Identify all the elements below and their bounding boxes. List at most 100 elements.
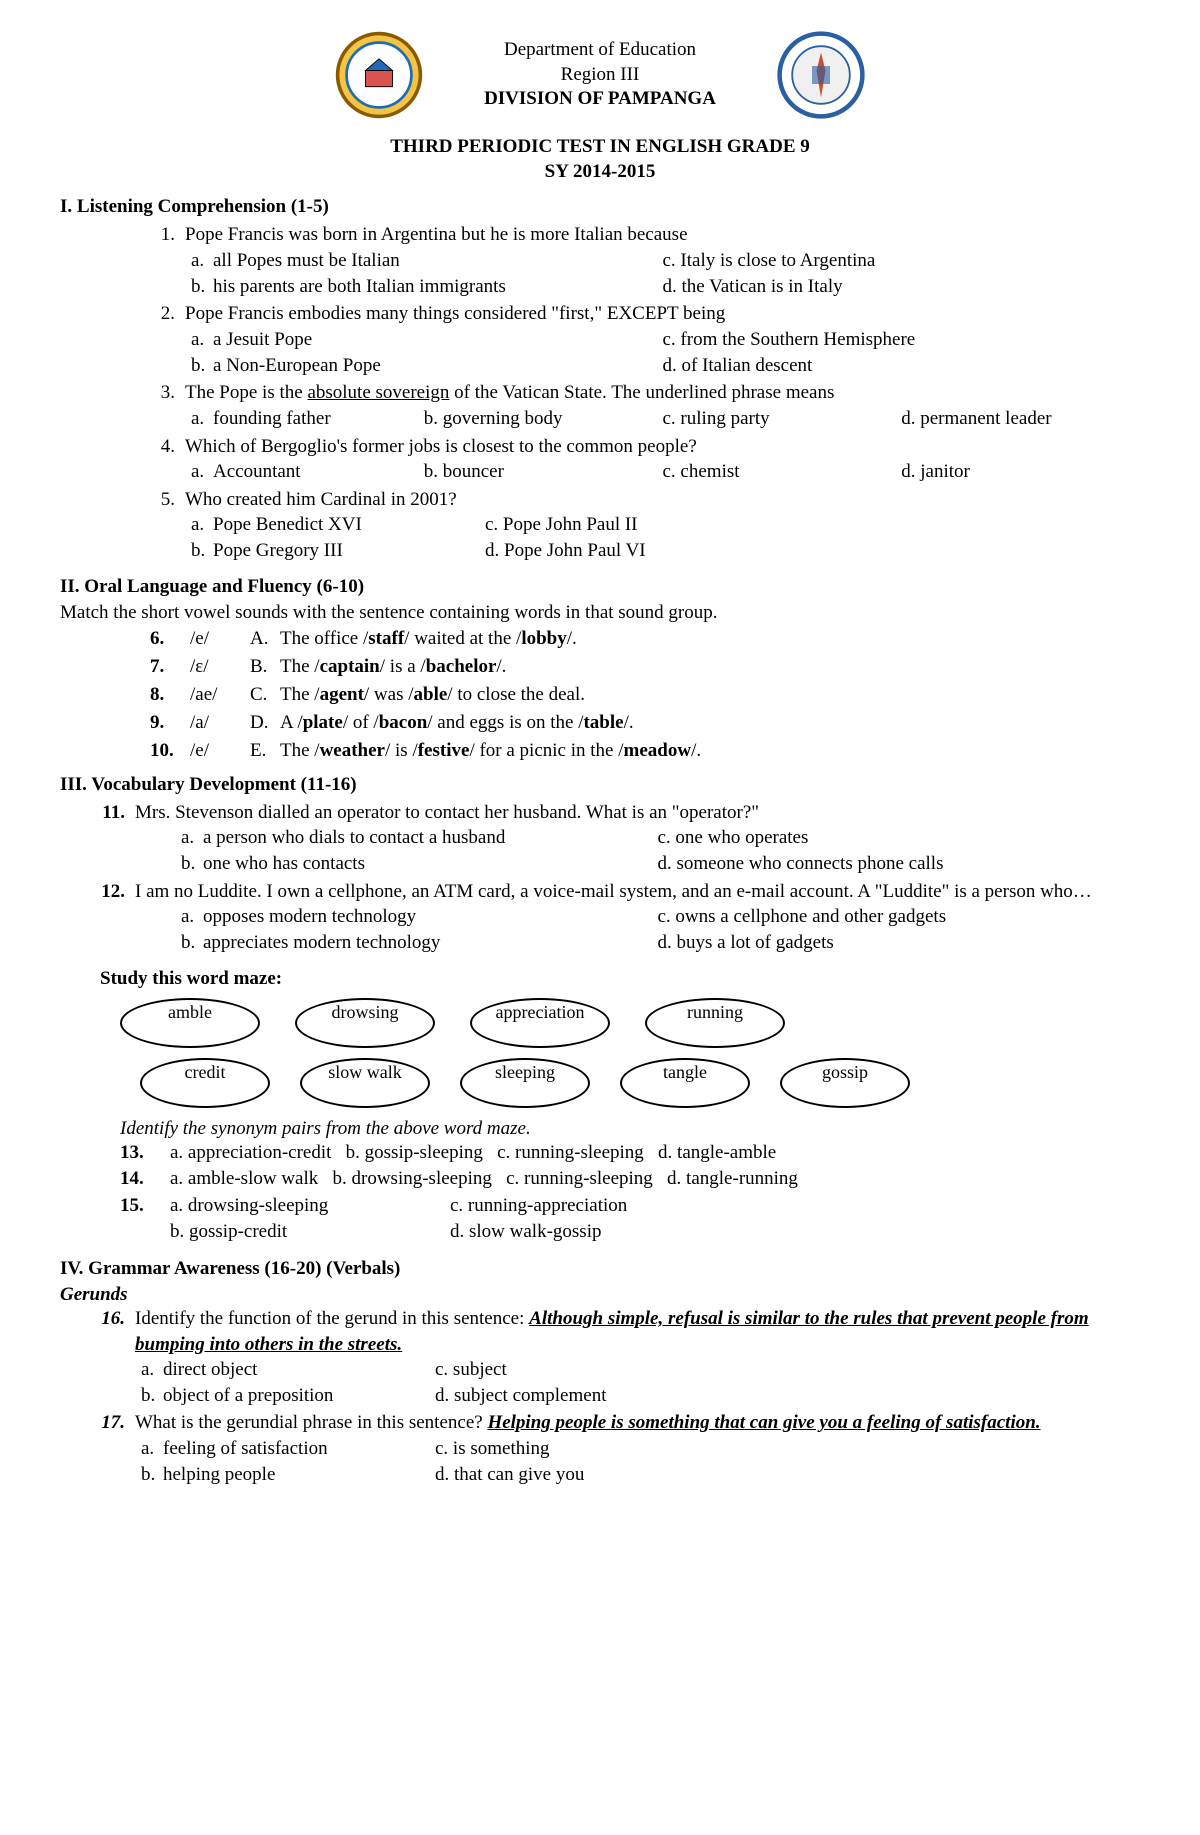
q3-opt-b: b. governing body: [424, 406, 563, 432]
division-line: DIVISION OF PAMPANGA: [484, 87, 716, 112]
q1-num: 1.: [150, 222, 185, 299]
header: Department of Education Region III DIVIS…: [60, 30, 1140, 120]
q12-opt-d: d. buys a lot of gadgets: [658, 930, 834, 956]
q1-text: Pope Francis was born in Argentina but h…: [185, 222, 1140, 248]
q2-opt-b: a Non-European Pope: [213, 353, 381, 379]
q4-num: 4.: [150, 434, 185, 485]
maze-oval: tangle: [620, 1058, 750, 1108]
question-2: 2. Pope Francis embodies many things con…: [150, 301, 1140, 378]
section-1-heading: I. Listening Comprehension (1-5): [60, 196, 1140, 218]
header-text: Department of Education Region III DIVIS…: [484, 38, 716, 112]
q4-opt-c: c. chemist: [663, 459, 740, 485]
q16-opt-a: direct object: [163, 1357, 257, 1383]
question-13: 13. a. appreciation-credit b. gossip-sle…: [60, 1140, 1140, 1167]
q1-opt-b: his parents are both Italian immigrants: [213, 274, 506, 300]
q2-opt-a: a Jesuit Pope: [213, 327, 312, 353]
dept-line: Department of Education: [484, 38, 716, 63]
q2-opt-d: d. of Italian descent: [663, 353, 813, 379]
maze-row-2: credit slow walk sleeping tangle gossip: [120, 1058, 1140, 1108]
q15-opt-c: c. running-appreciation: [450, 1193, 627, 1220]
q1-opt-a: all Popes must be Italian: [213, 248, 400, 274]
q3-opt-d: d. permanent leader: [901, 406, 1051, 432]
match-10: 10./e/ E. The /weather/ is /festive/ for…: [60, 740, 1140, 762]
q17-text: What is the gerundial phrase in this sen…: [135, 1410, 1140, 1436]
section-2-instruction: Match the short vowel sounds with the se…: [60, 602, 1140, 624]
q12-opt-b: appreciates modern technology: [203, 930, 440, 956]
maze-oval: drowsing: [295, 998, 435, 1048]
maze-oval: amble: [120, 998, 260, 1048]
q16-opt-c: c. subject: [435, 1357, 507, 1383]
q5-opt-c: c. Pope John Paul II: [485, 512, 638, 538]
q4-text: Which of Bergoglio's former jobs is clos…: [185, 434, 1140, 460]
q5-opt-b: Pope Gregory III: [213, 538, 343, 564]
q16-opt-b: object of a preposition: [163, 1383, 333, 1409]
maze-oval: sleeping: [460, 1058, 590, 1108]
q4-opt-a: Accountant: [213, 459, 301, 485]
maze-oval: gossip: [780, 1058, 910, 1108]
maze-row-1: amble drowsing appreciation running: [120, 998, 1140, 1048]
q16-opt-d: d. subject complement: [435, 1383, 606, 1409]
q5-opt-d: d. Pope John Paul VI: [485, 538, 646, 564]
maze-instruction: Identify the synonym pairs from the abov…: [60, 1118, 1140, 1140]
q3-num: 3.: [150, 380, 185, 431]
title-block: THIRD PERIODIC TEST IN ENGLISH GRADE 9 S…: [60, 135, 1140, 184]
q17-opt-d: d. that can give you: [435, 1462, 584, 1488]
q11-opt-a: a person who dials to contact a husband: [203, 825, 505, 851]
q12-text: I am no Luddite. I own a cellphone, an A…: [135, 879, 1140, 905]
section-3-heading: III. Vocabulary Development (11-16): [60, 774, 1140, 796]
region-line: Region III: [484, 63, 716, 88]
match-9: 9./a/ D. A /plate/ of /bacon/ and eggs i…: [60, 712, 1140, 734]
q11-opt-b: one who has contacts: [203, 851, 365, 877]
logo-left: [334, 30, 424, 120]
question-3: 3. The Pope is the absolute sovereign of…: [150, 380, 1140, 431]
q13-options: a. appreciation-credit b. gossip-sleepin…: [170, 1140, 1140, 1167]
q5-opt-a: Pope Benedict XVI: [213, 512, 362, 538]
q17-opt-b: helping people: [163, 1462, 275, 1488]
question-5: 5. Who created him Cardinal in 2001? a.P…: [150, 487, 1140, 564]
q15-opt-b: b. gossip-credit: [170, 1219, 450, 1246]
maze-oval: running: [645, 998, 785, 1048]
q14-options: a. amble-slow walk b. drowsing-sleeping …: [170, 1166, 1140, 1193]
question-16: 16. Identify the function of the gerund …: [60, 1306, 1140, 1409]
match-8: 8./ae/ C. The /agent/ was /able/ to clos…: [60, 684, 1140, 706]
maze-oval: credit: [140, 1058, 270, 1108]
question-17: 17. What is the gerundial phrase in this…: [60, 1410, 1140, 1487]
q5-text: Who created him Cardinal in 2001?: [185, 487, 1140, 513]
match-6: 6./e/ A. The office /staff/ waited at th…: [60, 628, 1140, 650]
q3-text: The Pope is the absolute sovereign of th…: [185, 380, 1140, 406]
test-title: THIRD PERIODIC TEST IN ENGLISH GRADE 9: [60, 135, 1140, 160]
q17-opt-c: c. is something: [435, 1436, 550, 1462]
q4-opt-d: d. janitor: [901, 459, 970, 485]
question-12: 12. I am no Luddite. I own a cellphone, …: [60, 879, 1140, 956]
q2-text: Pope Francis embodies many things consid…: [185, 301, 1140, 327]
q5-num: 5.: [150, 487, 185, 564]
word-maze-heading: Study this word maze:: [60, 968, 1140, 990]
q15-opt-a: a. drowsing-sleeping: [170, 1193, 450, 1220]
match-7: 7./ɛ/ B. The /captain/ is a /bachelor/.: [60, 656, 1140, 678]
question-1: 1. Pope Francis was born in Argentina bu…: [150, 222, 1140, 299]
section-1-questions: 1. Pope Francis was born in Argentina bu…: [60, 222, 1140, 563]
q2-opt-c: c. from the Southern Hemisphere: [663, 327, 916, 353]
question-4: 4. Which of Bergoglio's former jobs is c…: [150, 434, 1140, 485]
question-14: 14. a. amble-slow walk b. drowsing-sleep…: [60, 1166, 1140, 1193]
word-maze: amble drowsing appreciation running cred…: [120, 998, 1140, 1108]
q12-opt-a: opposes modern technology: [203, 904, 416, 930]
school-year: SY 2014-2015: [60, 160, 1140, 185]
question-11: 11. Mrs. Stevenson dialled an operator t…: [60, 800, 1140, 877]
section-4-subheading: Gerunds: [60, 1284, 1140, 1306]
section-4-heading: IV. Grammar Awareness (16-20) (Verbals): [60, 1258, 1140, 1280]
q12-opt-c: c. owns a cellphone and other gadgets: [658, 904, 947, 930]
q11-opt-c: c. one who operates: [658, 825, 809, 851]
q17-opt-a: feeling of satisfaction: [163, 1436, 328, 1462]
q11-text: Mrs. Stevenson dialled an operator to co…: [135, 800, 1140, 826]
q16-text: Identify the function of the gerund in t…: [135, 1306, 1140, 1357]
logo-right: [776, 30, 866, 120]
maze-oval: slow walk: [300, 1058, 430, 1108]
q11-opt-d: d. someone who connects phone calls: [658, 851, 944, 877]
maze-oval: appreciation: [470, 998, 610, 1048]
q2-num: 2.: [150, 301, 185, 378]
q1-opt-c: c. Italy is close to Argentina: [663, 248, 876, 274]
q3-opt-c: c. ruling party: [663, 406, 770, 432]
section-2-heading: II. Oral Language and Fluency (6-10): [60, 576, 1140, 598]
question-15: 15. a. drowsing-sleepingc. running-appre…: [60, 1193, 1140, 1246]
